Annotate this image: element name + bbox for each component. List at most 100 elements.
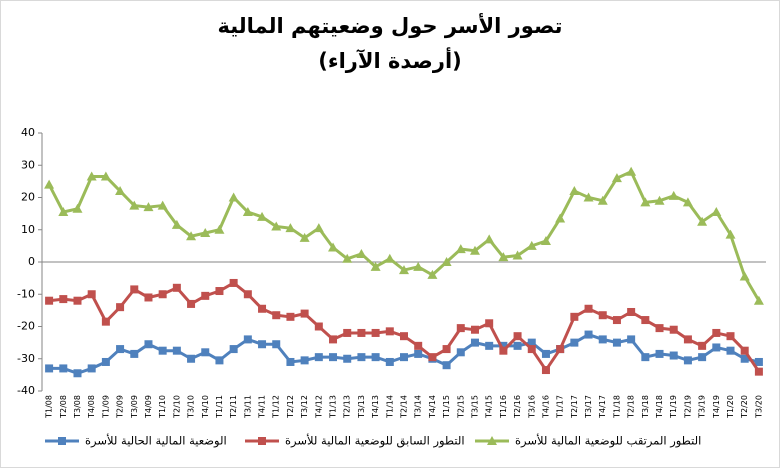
y-tick-label: 10 [21, 223, 35, 236]
data-point [698, 341, 707, 350]
data-point [725, 229, 736, 239]
x-tick-label: T1/14 [385, 395, 394, 419]
data-point [73, 369, 82, 378]
data-point [101, 357, 110, 366]
data-point [87, 364, 96, 373]
x-tick-label: T1/13 [329, 395, 338, 419]
data-point [172, 283, 181, 292]
data-point [399, 265, 409, 275]
data-point [598, 311, 607, 320]
data-point [44, 179, 55, 189]
x-tick-label: T1/10 [158, 395, 167, 419]
y-tick-label: 0 [28, 255, 35, 268]
data-point [314, 322, 323, 331]
data-point [343, 328, 352, 337]
data-point [627, 335, 636, 344]
x-tick-label: T2/18 [627, 395, 636, 419]
y-tick-label: -10 [17, 287, 35, 300]
data-point [484, 234, 495, 244]
x-tick-label: T3/09 [130, 395, 139, 419]
data-point [641, 316, 650, 325]
data-point [612, 338, 621, 347]
data-point [129, 200, 140, 210]
data-point [570, 312, 579, 321]
data-point [243, 290, 252, 299]
data-point [485, 319, 494, 328]
x-tick-label: T4/18 [655, 395, 664, 419]
data-point [228, 192, 239, 202]
data-point [400, 353, 408, 362]
x-tick-label: T4/17 [598, 395, 607, 419]
data-point [583, 192, 594, 202]
data-point [455, 244, 466, 254]
x-tick-label: T2/08 [59, 395, 68, 419]
data-point [100, 171, 111, 181]
x-tick-label: T4/15 [485, 395, 494, 419]
data-point [753, 295, 764, 305]
data-point [314, 353, 323, 362]
data-point [242, 207, 253, 217]
data-point [171, 219, 182, 229]
x-tick-label: T3/18 [641, 395, 650, 419]
x-tick-label: T4/14 [428, 395, 437, 419]
data-point [215, 287, 224, 296]
x-tick-label: T2/10 [172, 395, 181, 419]
data-point [385, 327, 394, 336]
x-tick-label: T4/08 [87, 395, 96, 419]
x-tick-label: T4/13 [371, 395, 380, 419]
x-tick-label: T3/17 [584, 395, 593, 419]
x-tick-label: T3/15 [470, 395, 479, 419]
data-point [45, 364, 54, 373]
data-point [485, 341, 494, 350]
data-point [257, 211, 268, 221]
x-tick-label: T3/08 [73, 395, 82, 419]
x-tick-label: T3/10 [187, 395, 196, 419]
x-tick-label: T1/15 [442, 395, 451, 419]
x-tick-label: T3/20 [754, 395, 763, 419]
data-point [470, 338, 479, 347]
x-tick-label: T4/12 [314, 395, 323, 419]
data-point [597, 195, 608, 205]
data-point [712, 343, 721, 352]
data-point [187, 354, 196, 363]
x-tick-label: T2/17 [570, 395, 579, 419]
data-point [541, 349, 550, 358]
data-point [200, 227, 211, 237]
x-tick-label: T2/09 [116, 395, 125, 419]
data-point [698, 353, 707, 362]
data-point [286, 357, 295, 366]
data-point [754, 367, 763, 376]
x-tick-label: T3/13 [357, 395, 366, 419]
data-point [116, 303, 125, 312]
data-point [130, 285, 139, 294]
data-point [570, 338, 579, 347]
data-point [626, 166, 637, 176]
data-point [342, 253, 353, 263]
x-tick-label: T2/15 [456, 395, 465, 419]
chart-subtitle: (أرصدة الآراء) [318, 46, 462, 73]
x-tick-label: T1/08 [45, 395, 54, 419]
data-point [669, 351, 678, 360]
data-point [201, 348, 210, 357]
data-point [286, 312, 295, 321]
data-point [740, 346, 749, 355]
data-point [158, 346, 167, 355]
x-tick-label: T1/19 [669, 395, 678, 419]
data-point [754, 357, 763, 366]
data-point [427, 269, 438, 279]
data-point [527, 345, 536, 354]
x-tick-label: T3/11 [243, 395, 252, 419]
data-point [456, 324, 465, 333]
data-point [697, 216, 708, 226]
data-point [456, 348, 465, 357]
data-point [86, 171, 97, 181]
x-tick-label: T4/11 [258, 395, 267, 419]
data-point [59, 295, 68, 304]
data-point [313, 223, 324, 233]
data-point [328, 242, 339, 252]
legend-label: الوضعية المالية الحالية للأسرة [85, 434, 227, 449]
data-point [371, 353, 380, 362]
data-point [740, 354, 749, 363]
y-tick-label: 40 [21, 126, 35, 139]
